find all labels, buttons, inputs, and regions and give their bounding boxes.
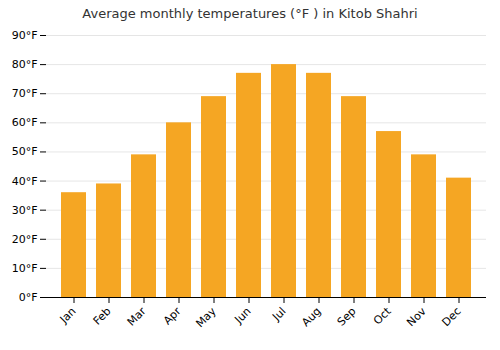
svg-text:Feb: Feb bbox=[91, 305, 114, 328]
svg-text:Nov: Nov bbox=[404, 304, 429, 329]
svg-text:10°F: 10°F bbox=[12, 262, 38, 275]
svg-text:60°F: 60°F bbox=[12, 116, 38, 129]
svg-text:Apr: Apr bbox=[161, 304, 184, 327]
svg-text:Jan: Jan bbox=[57, 305, 79, 327]
svg-text:50°F: 50°F bbox=[12, 145, 38, 158]
svg-text:40°F: 40°F bbox=[12, 175, 38, 188]
svg-text:80°F: 80°F bbox=[12, 58, 38, 71]
svg-text:0°F: 0°F bbox=[19, 291, 38, 304]
svg-text:Sep: Sep bbox=[335, 305, 359, 329]
svg-text:May: May bbox=[193, 304, 219, 330]
svg-text:30°F: 30°F bbox=[12, 204, 38, 217]
svg-text:Dec: Dec bbox=[439, 305, 463, 329]
svg-text:Mar: Mar bbox=[125, 304, 149, 328]
svg-text:90°F: 90°F bbox=[12, 29, 38, 42]
svg-text:70°F: 70°F bbox=[12, 87, 38, 100]
svg-text:Aug: Aug bbox=[299, 305, 323, 329]
svg-text:Jul: Jul bbox=[269, 305, 288, 324]
html-text:Average monthly temperatures (: Average monthly temperatures (°F ) in Ki… bbox=[82, 6, 418, 21]
svg-text:20°F: 20°F bbox=[12, 233, 38, 246]
svg-text:Oct: Oct bbox=[371, 304, 394, 327]
svg-text:Jun: Jun bbox=[232, 305, 254, 327]
